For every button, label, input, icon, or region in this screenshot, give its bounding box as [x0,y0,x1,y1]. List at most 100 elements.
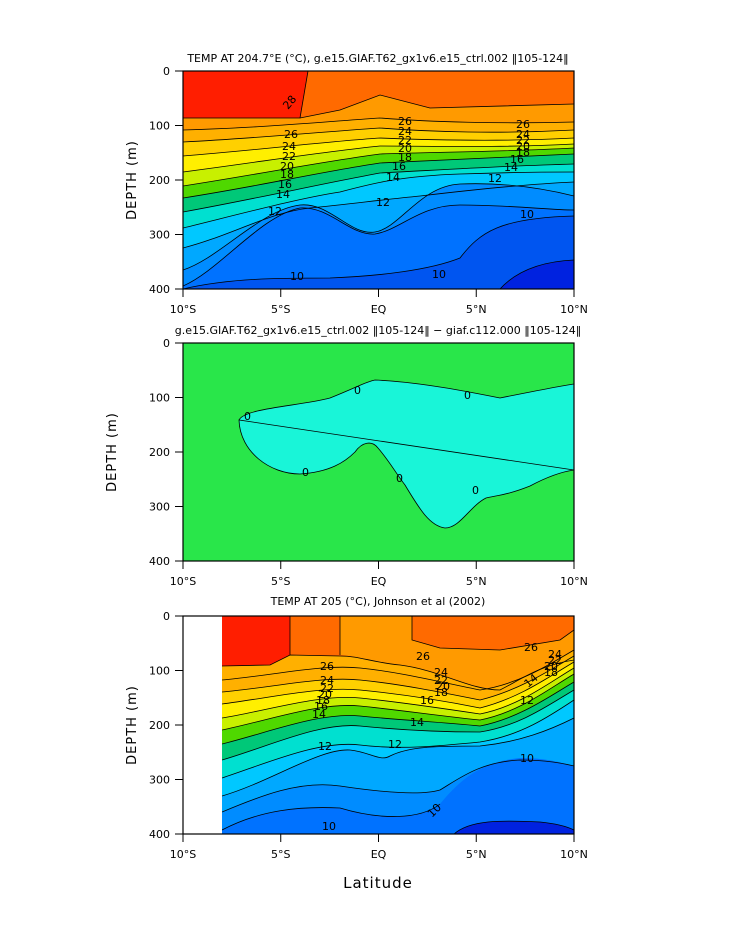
contour-label: 26 [284,128,298,141]
contour-label: 14 [386,171,400,184]
contour-label: 24 [548,648,562,661]
contour-label: 0 [244,410,251,423]
contour-label: 24 [320,674,334,687]
x-tick-label: 10°S [170,303,196,316]
y-tick-label: 300 [149,774,170,787]
contour-label: 26 [320,660,334,673]
panel-1-axes: 0 100 200 300 400 10°S 5°S EQ 5°N 10°N D… [125,65,588,316]
y-tick-label: 100 [149,665,170,678]
panel-1-contour-fill [183,71,574,289]
y-tick-label: 400 [149,828,170,841]
contour-label: 20 [544,660,558,673]
contour-label: 26 [416,650,430,663]
panel-2-contour-fill [183,343,574,561]
panel-3-contour-fill [222,616,574,834]
contour-label: 16 [420,694,434,707]
panel-2-axes: 0 100 200 300 400 10°S 5°S EQ 5°N 10°N D… [105,337,588,588]
contour-label: 0 [472,484,479,497]
contour-label: 20 [516,140,530,153]
contour-label: 24 [282,140,296,153]
y-tick-label: 200 [149,174,170,187]
y-tick-label: 100 [149,120,170,133]
contour-label: 10 [520,752,534,765]
contour-label: 20 [318,688,332,701]
contour-label: 18 [316,694,330,707]
contour-label: 24 [434,666,448,679]
panel-1: TEMP AT 204.7°E (°C), g.e15.GIAF.T62_gx1… [125,52,588,316]
x-tick-label: 5°S [271,575,290,588]
contour-label: 12 [520,694,534,707]
contour-label: 12 [318,740,332,753]
contour-label: 0 [302,466,309,479]
contour-label: 10 [520,208,534,221]
contour-label: 22 [516,134,530,147]
y-axis-label: DEPTH (m) [105,412,120,492]
x-tick-label: 5°N [466,848,487,861]
y-tick-label: 0 [163,337,170,350]
x-tick-label: EQ [371,575,387,588]
x-tick-label: EQ [371,848,387,861]
y-axis-label: DEPTH (m) [125,140,140,220]
contour-label: 22 [548,654,562,667]
y-tick-label: 300 [149,501,170,514]
y-tick-label: 100 [149,392,170,405]
y-tick-label: 0 [163,65,170,78]
contour-label: 10 [290,270,304,283]
contour-label: 0 [396,472,403,485]
x-tick-label: 10°N [560,303,588,316]
panel-2-title: g.e15.GIAF.T62_gx1v6.e15_ctrl.002 ‖105-1… [175,324,582,337]
contour-label: 12 [488,172,502,185]
x-axis-label: Latitude [343,874,413,892]
contour-label: 26 [516,118,530,131]
contour-label: 18 [544,666,558,679]
panel-1-title: TEMP AT 204.7°E (°C), g.e15.GIAF.T62_gx1… [186,52,568,65]
contour-label: 16 [314,700,328,713]
x-tick-label: 10°N [560,575,588,588]
panel-3-contour-labels: 26 24 22 20 18 16 14 12 10 26 24 22 20 1… [312,641,562,833]
x-tick-label: 10°S [170,848,196,861]
contour-label: 22 [398,134,412,147]
contour-label: 22 [282,150,296,163]
panel-2-contour-labels: 0 0 0 0 0 0 [244,384,479,497]
contour-label: 22 [434,674,448,687]
y-tick-label: 0 [163,610,170,623]
x-tick-label: 5°N [466,575,487,588]
contour-label: 18 [516,146,530,159]
y-axis-label: DEPTH (m) [125,685,140,765]
x-tick-label: 10°N [560,848,588,861]
contour-label: 24 [398,125,412,138]
contour-label: 20 [280,160,294,173]
contour-label: 16 [510,153,524,166]
panel-3-title: TEMP AT 205 (°C), Johnson et al (2002) [270,595,486,608]
x-tick-label: 5°S [271,303,290,316]
panel-2: g.e15.GIAF.T62_gx1v6.e15_ctrl.002 ‖105-1… [105,324,588,588]
x-tick-label: EQ [371,303,387,316]
contour-label: 0 [464,389,471,402]
panel-3: TEMP AT 205 (°C), Johnson et al (2002) [125,595,588,861]
contour-label: 12 [376,196,390,209]
contour-label: 0 [354,384,361,397]
contour-label: 10 [322,820,336,833]
contour-label: 22 [320,682,334,695]
x-tick-label: 10°S [170,575,196,588]
y-tick-label: 300 [149,229,170,242]
x-tick-label: 5°N [466,303,487,316]
contour-label: 16 [278,178,292,191]
contour-label: 18 [434,686,448,699]
x-tick-label: 5°S [271,848,290,861]
panel-3-axes: 0 100 200 300 400 10°S 5°S EQ 5°N 10°N D… [125,610,588,861]
y-tick-label: 200 [149,719,170,732]
contour-label: 18 [398,151,412,164]
contour-label: 12 [388,738,402,751]
contour-label: 14 [504,161,518,174]
contour-label: 20 [436,680,450,693]
contour-label: 12 [268,205,282,218]
contour-label: 18 [280,168,294,181]
contour-label: 14 [276,188,290,201]
contour-label: 14 [312,708,326,721]
y-tick-label: 400 [149,283,170,296]
y-tick-label: 400 [149,555,170,568]
contour-label: 26 [398,115,412,128]
contour-label: 16 [392,160,406,173]
